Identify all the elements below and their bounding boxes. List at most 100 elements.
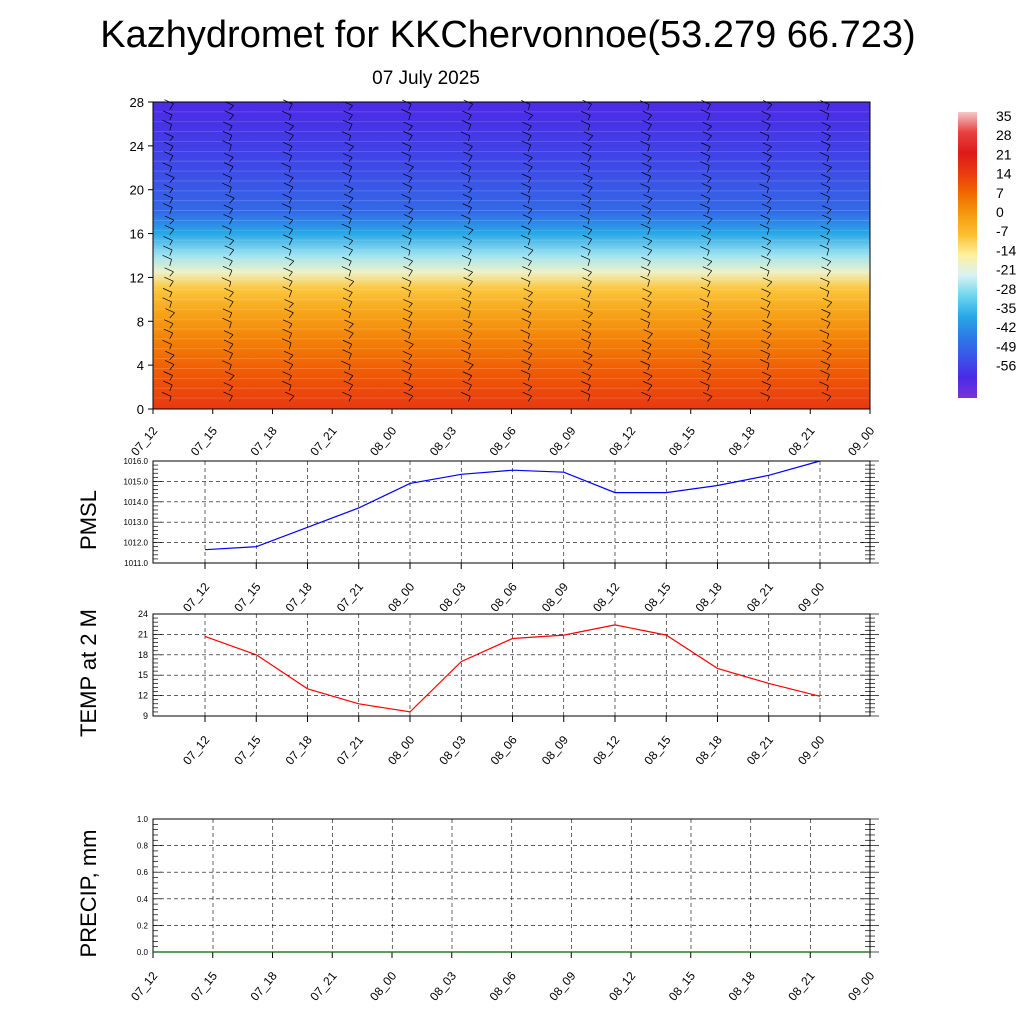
wind-barb xyxy=(468,218,471,225)
wind-barb-flag xyxy=(760,340,771,345)
colorbar: 35 28 21 14 7 0 -7 -14 -21 -28 -35 -42 -49 -56 xyxy=(958,108,1016,398)
wind-barb xyxy=(527,322,532,329)
wind-barb xyxy=(468,375,473,381)
wind-barb xyxy=(647,145,650,152)
wind-barb xyxy=(707,104,711,110)
wind-barb xyxy=(826,353,832,360)
wind-barb xyxy=(707,364,712,371)
wind-barb xyxy=(169,229,175,235)
wind-barb-flag xyxy=(762,329,772,334)
x-tick-label: 08_21 xyxy=(744,733,776,768)
wind-barb xyxy=(169,103,174,110)
wind-barb xyxy=(587,302,591,308)
wind-barb xyxy=(826,313,831,319)
wind-barb-flag xyxy=(640,318,650,323)
wind-barb-flag xyxy=(760,307,770,312)
wind-barb xyxy=(707,396,713,402)
wind-barb-flag xyxy=(583,308,593,314)
wind-barb-flag xyxy=(404,204,414,210)
wind-barb-flag xyxy=(699,298,709,303)
wind-barb xyxy=(527,260,532,267)
wind-barb-flag xyxy=(762,277,773,283)
wind-barb xyxy=(169,188,174,194)
wind-barb-flag xyxy=(759,359,770,364)
wind-barb-flag xyxy=(761,288,771,294)
wind-barb-flag xyxy=(702,173,712,179)
wind-barb-flag xyxy=(461,297,472,303)
wind-barb xyxy=(288,303,294,308)
wind-barb xyxy=(527,196,531,204)
wind-barb-flag xyxy=(284,256,295,262)
wind-barb-flag xyxy=(463,319,473,325)
wind-barb xyxy=(169,114,173,121)
wind-barb xyxy=(647,270,651,277)
x-tick-label: 07_12 xyxy=(128,424,160,459)
x-tick-label: 08_06 xyxy=(487,424,519,459)
wind-barb xyxy=(587,250,591,256)
wind-barb-flag xyxy=(162,288,173,293)
wind-barb xyxy=(468,155,473,162)
wind-barb-flag xyxy=(822,162,832,168)
wind-barb-flag xyxy=(759,266,770,272)
wind-barb-flag xyxy=(580,214,590,220)
wind-barb-flag xyxy=(281,338,292,343)
wind-barb xyxy=(587,394,591,402)
wind-barb xyxy=(826,126,831,131)
wind-barb-flag xyxy=(523,153,533,158)
wind-barb-flag xyxy=(462,245,472,251)
wind-barb-flag xyxy=(582,225,593,231)
wind-barb-flag xyxy=(281,245,292,251)
wind-barb-flag xyxy=(402,360,412,366)
wind-barb xyxy=(169,364,175,371)
y-tick-label: 20 xyxy=(130,183,144,198)
wind-barb xyxy=(288,198,292,204)
wind-barb-flag xyxy=(820,370,830,375)
wind-barb xyxy=(707,312,712,319)
x-tick-label: 09_00 xyxy=(795,733,827,768)
wind-barb-flag xyxy=(463,142,473,147)
wind-barb xyxy=(527,114,534,121)
wind-barb xyxy=(707,250,710,256)
wind-barb-flag xyxy=(401,194,411,199)
wind-barb-flag xyxy=(461,120,472,125)
wind-barb-flag xyxy=(759,131,770,137)
wind-barb xyxy=(288,312,294,319)
wind-barb xyxy=(348,260,352,267)
wind-barb-flag xyxy=(580,255,590,261)
wind-barb-flag xyxy=(341,223,351,229)
wind-barb xyxy=(288,364,294,371)
wind-barb xyxy=(169,323,174,329)
wind-barb-flag xyxy=(819,109,829,115)
wind-barb xyxy=(647,187,650,194)
wind-barb-flag xyxy=(343,288,353,293)
series-line xyxy=(204,624,821,713)
wind-barb xyxy=(587,187,593,194)
wind-barb xyxy=(229,197,235,204)
wind-barb-flag xyxy=(821,173,831,179)
colorbar-label: -14 xyxy=(996,242,1016,258)
wind-barb xyxy=(169,136,174,142)
wind-barb xyxy=(408,155,411,162)
colorbar-label: -35 xyxy=(996,300,1016,316)
y-tick-label: 4 xyxy=(137,358,144,373)
wind-barb xyxy=(169,292,173,298)
wind-barb xyxy=(468,396,471,402)
wind-barb-flag xyxy=(701,234,711,240)
wind-barb xyxy=(288,219,294,225)
y-tick-label: 0.6 xyxy=(137,868,149,877)
wind-barb xyxy=(468,344,472,350)
wind-barb-flag xyxy=(521,318,531,323)
wind-barb-flag xyxy=(164,360,175,365)
wind-barb xyxy=(707,355,712,360)
wind-barb-flag xyxy=(224,236,235,241)
wind-barb-flag xyxy=(761,236,771,242)
wind-barb xyxy=(766,176,771,183)
wind-barb xyxy=(766,292,771,298)
wind-barb xyxy=(766,187,769,194)
wind-barb xyxy=(468,281,473,287)
wind-barb xyxy=(408,395,414,402)
wind-barb-flag xyxy=(284,391,295,397)
wind-barb xyxy=(587,385,591,392)
x-tick-label: 08_06 xyxy=(488,580,520,615)
wind-barb xyxy=(348,146,354,152)
